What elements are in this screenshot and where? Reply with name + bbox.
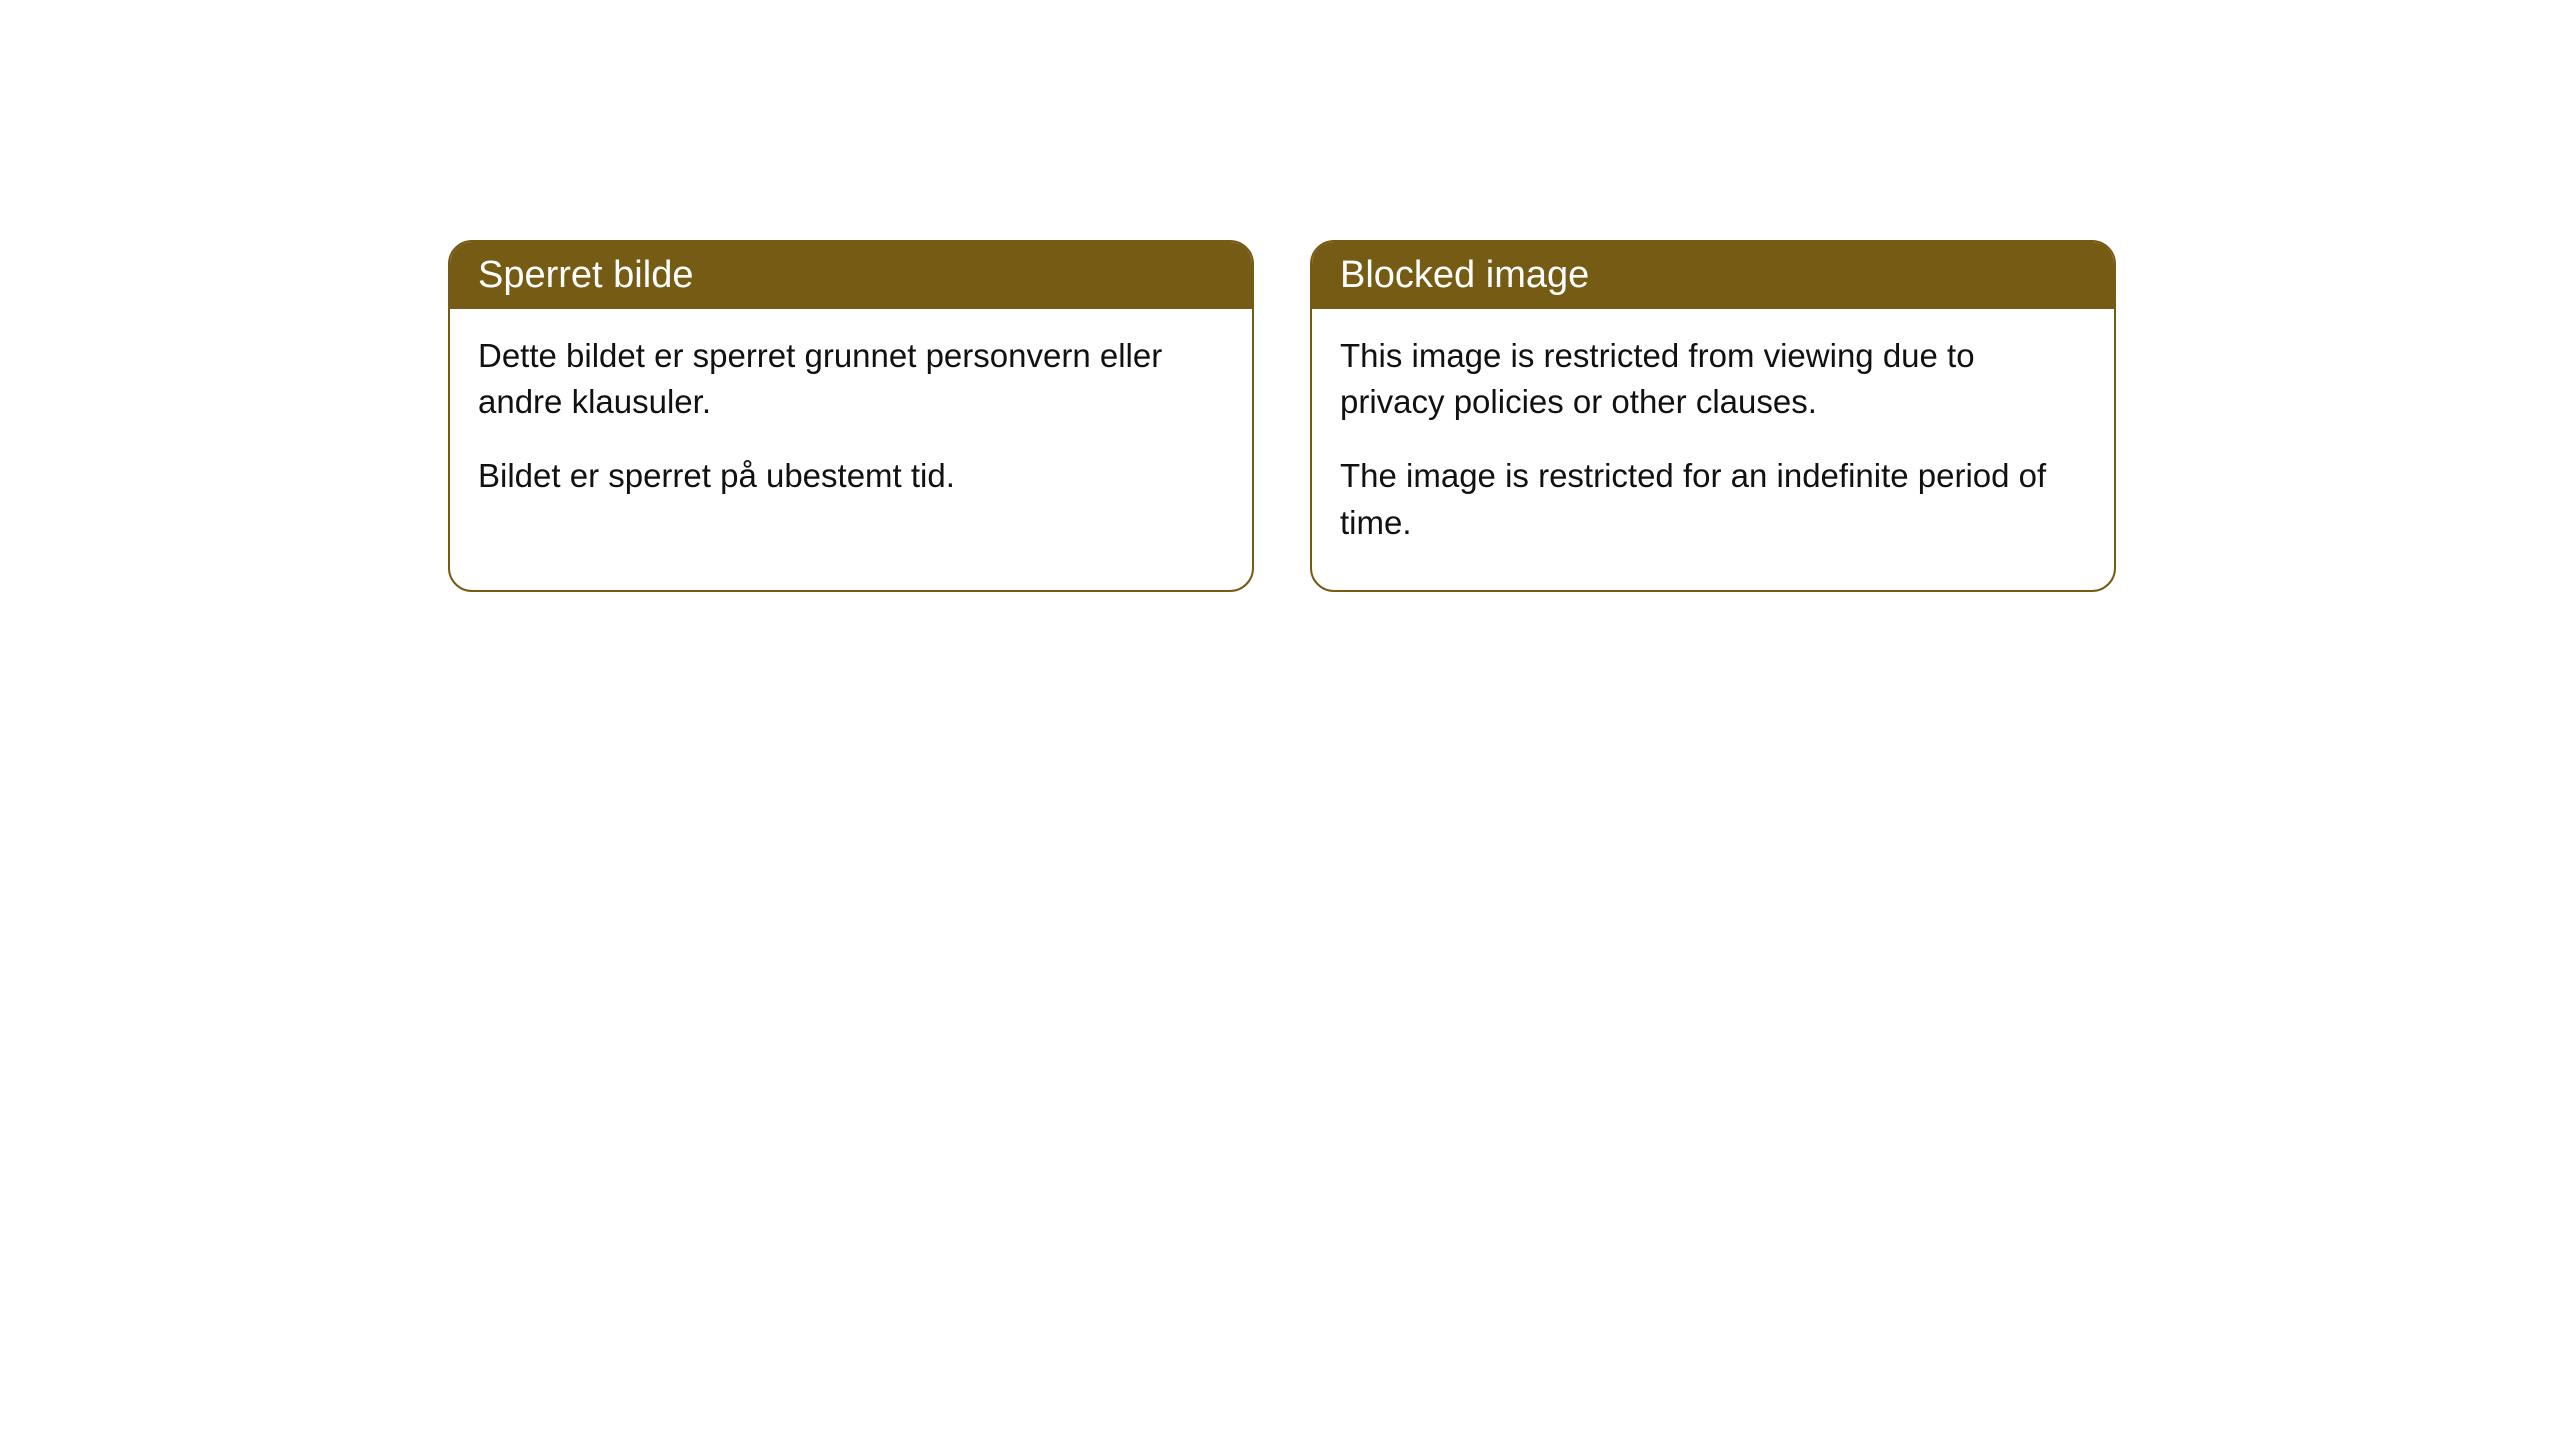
notice-card-norwegian: Sperret bilde Dette bildet er sperret gr… [448, 240, 1254, 592]
card-body: Dette bildet er sperret grunnet personve… [450, 309, 1252, 544]
notice-cards-container: Sperret bilde Dette bildet er sperret gr… [448, 240, 2116, 592]
card-paragraph: Dette bildet er sperret grunnet personve… [478, 333, 1224, 425]
card-paragraph: The image is restricted for an indefinit… [1340, 453, 2086, 545]
card-body: This image is restricted from viewing du… [1312, 309, 2114, 590]
card-header: Sperret bilde [450, 242, 1252, 309]
card-paragraph: Bildet er sperret på ubestemt tid. [478, 453, 1224, 499]
notice-card-english: Blocked image This image is restricted f… [1310, 240, 2116, 592]
card-title: Blocked image [1340, 254, 1589, 296]
card-header: Blocked image [1312, 242, 2114, 309]
card-paragraph: This image is restricted from viewing du… [1340, 333, 2086, 425]
card-title: Sperret bilde [478, 254, 693, 296]
